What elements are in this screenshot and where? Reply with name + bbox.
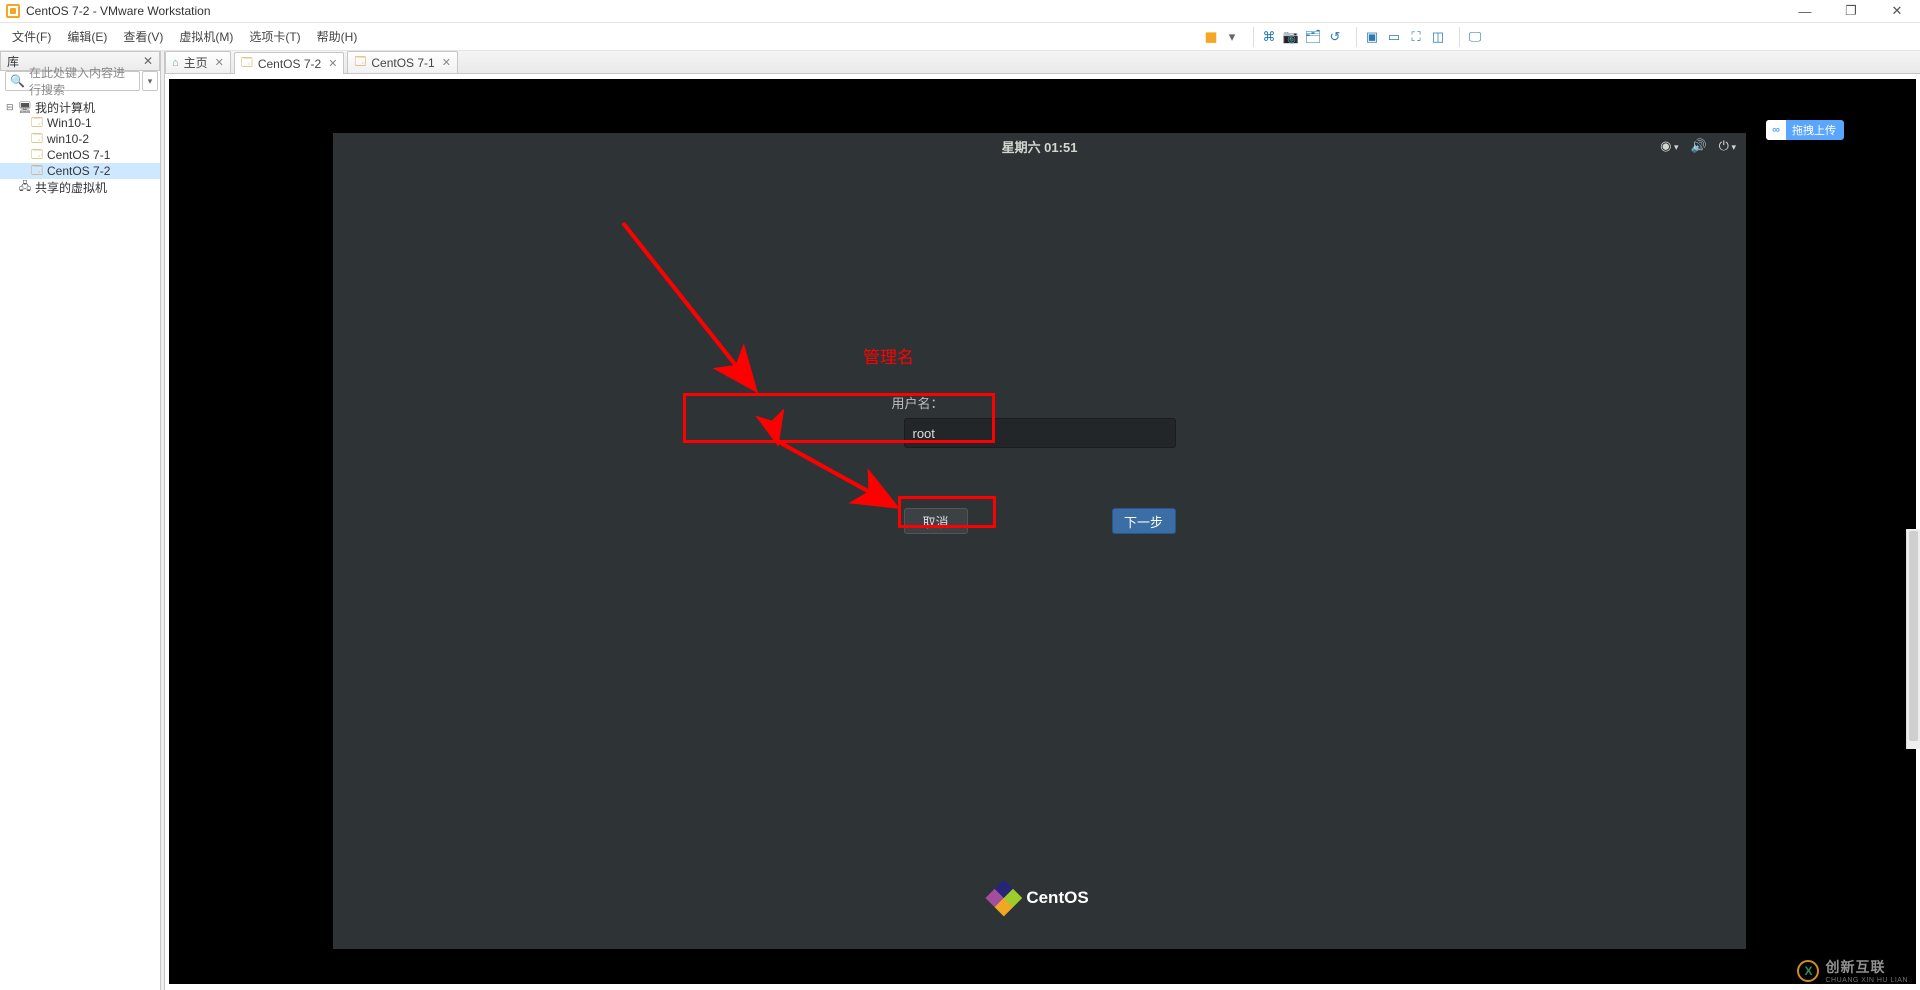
snapshot-button[interactable]: 📷 — [1282, 28, 1300, 46]
username-label: 用户名： — [880, 393, 1200, 412]
send-ctrl-alt-del-button[interactable]: ⌘ — [1260, 28, 1278, 46]
tree-label: 共享的虚拟机 — [35, 179, 107, 196]
tree-label: CentOS 7-1 — [47, 148, 110, 162]
vm-icon: 🗔 — [241, 54, 253, 73]
watermark-text: 创新互联 — [1825, 957, 1908, 977]
annotation-arrows — [333, 133, 1746, 949]
cancel-button[interactable]: 取消 — [904, 508, 968, 534]
library-title: 库 — [7, 53, 19, 70]
login-form: 用户名： 取消 下一步 — [880, 393, 1200, 534]
tab-close-icon[interactable]: ✕ — [328, 57, 337, 70]
menu-tabs[interactable]: 选项卡(T) — [241, 28, 308, 45]
windows-titlebar: CentOS 7-2 - VMware Workstation — ❐ ✕ — [0, 0, 1920, 23]
menu-view[interactable]: 查看(V) — [115, 28, 171, 45]
fullscreen-button[interactable]: ▣ — [1363, 28, 1381, 46]
search-placeholder: 在此处键入内容进行搜索 — [29, 64, 135, 98]
pause-button[interactable]: ▮▮ — [1201, 28, 1219, 46]
vm-icon: 🗔 — [30, 165, 44, 177]
tab-close-icon[interactable]: ✕ — [215, 56, 224, 69]
search-dropdown[interactable]: ▾ — [142, 71, 158, 91]
tree-label: Win10-1 — [47, 116, 92, 130]
username-field-wrap — [904, 418, 1176, 448]
tree-node-shared[interactable]: 🖧 共享的虚拟机 — [0, 179, 160, 195]
tab-label: CentOS 7-1 — [371, 56, 434, 70]
tree-label: win10-2 — [47, 132, 89, 146]
minimize-button[interactable]: — — [1782, 0, 1828, 22]
annotation-overlay: 管理名 — [333, 133, 1746, 949]
tree-node-vm[interactable]: 🗔 Win10-1 — [0, 115, 160, 131]
console-view-button[interactable]: 🖵 — [1466, 28, 1484, 46]
vm-view: 星期六 01:51 ◉ 🔊 ⏻ 用户名： 取消 下一步 C — [165, 74, 1920, 990]
vmware-logo-icon — [6, 4, 20, 18]
search-icon: 🔍 — [10, 74, 25, 88]
tabbar: ⌂ 主页 ✕ 🗔 CentOS 7-2 ✕ 🗔 CentOS 7-1 ✕ — [165, 51, 1920, 74]
vm-icon: 🗔 — [30, 133, 44, 145]
vm-black-frame: 星期六 01:51 ◉ 🔊 ⏻ 用户名： 取消 下一步 C — [169, 79, 1916, 984]
unity-button[interactable]: ▭ — [1385, 28, 1403, 46]
username-input[interactable] — [913, 426, 1167, 441]
computer-icon: 🖥 — [18, 101, 32, 113]
snapshot-manager-button[interactable]: 🗂 — [1304, 28, 1322, 46]
menu-help[interactable]: 帮助(H) — [309, 28, 366, 45]
tree-label: CentOS 7-2 — [47, 164, 110, 178]
home-icon: ⌂ — [172, 57, 179, 69]
scrollbar-thumb[interactable] — [1909, 531, 1918, 741]
tab-centos-7-2[interactable]: 🗔 CentOS 7-2 ✕ — [234, 52, 345, 74]
library-search[interactable]: 🔍 在此处键入内容进行搜索 — [5, 71, 140, 91]
tab-label: CentOS 7-2 — [258, 57, 321, 71]
centos-brand: CentOS — [990, 885, 1088, 911]
tab-home[interactable]: ⌂ 主页 ✕ — [165, 51, 231, 73]
library-tree: ⊟ 🖥 我的计算机 🗔 Win10-1 🗔 win10-2 🗔 CentOS 7… — [0, 95, 160, 199]
clock[interactable]: 星期六 01:51 — [1002, 137, 1078, 156]
centos-brand-text: CentOS — [1026, 888, 1088, 908]
tab-close-icon[interactable]: ✕ — [442, 56, 451, 69]
shared-icon: 🖧 — [18, 181, 32, 193]
login-button-row: 取消 下一步 — [904, 508, 1176, 534]
menu-file[interactable]: 文件(F) — [4, 28, 59, 45]
fit-guest-button[interactable]: ⛶ — [1407, 28, 1425, 46]
window-title: CentOS 7-2 - VMware Workstation — [26, 4, 1782, 18]
drag-upload-text: 拖拽上传 — [1792, 122, 1844, 138]
system-tray: ◉ 🔊 ⏻ — [1660, 138, 1736, 154]
vm-icon: 🗔 — [30, 117, 44, 129]
watermark-subtext: CHUANG XIN HU LIAN — [1825, 977, 1908, 984]
gnome-top-bar: 星期六 01:51 ◉ 🔊 ⏻ — [333, 133, 1746, 159]
maximize-button[interactable]: ❐ — [1828, 0, 1874, 22]
next-button[interactable]: 下一步 — [1112, 508, 1176, 534]
menu-vm[interactable]: 虚拟机(M) — [171, 28, 241, 45]
scrollbar[interactable] — [1906, 529, 1920, 749]
vm-icon: 🗔 — [354, 53, 366, 72]
stretch-button[interactable]: ◫ — [1429, 28, 1447, 46]
vm-icon: 🗔 — [30, 149, 44, 161]
window-controls: — ❐ ✕ — [1782, 0, 1920, 22]
drag-upload-badge[interactable]: ∞ 拖拽上传 — [1766, 120, 1844, 140]
menu-edit[interactable]: 编辑(E) — [59, 28, 115, 45]
watermark-logo-icon — [1797, 960, 1819, 982]
revert-button[interactable]: ↺ — [1326, 28, 1344, 46]
cloud-icon: ∞ — [1766, 120, 1786, 140]
tree-node-my-computer[interactable]: ⊟ 🖥 我的计算机 — [0, 99, 160, 115]
toolbar-dropdown-icon[interactable]: ▾ — [1223, 28, 1241, 46]
expand-icon[interactable]: ⊟ — [6, 102, 15, 113]
toolbar: ▮▮ ▾ ⌘ 📷 🗂 ↺ ▣ ▭ ⛶ ◫ 🖵 — [1195, 23, 1490, 51]
library-close-button[interactable]: ✕ — [143, 54, 153, 68]
tree-node-vm[interactable]: 🗔 win10-2 — [0, 131, 160, 147]
menubar: 文件(F) 编辑(E) 查看(V) 虚拟机(M) 选项卡(T) 帮助(H) — [0, 23, 1920, 51]
accessibility-icon[interactable]: ◉ — [1660, 138, 1678, 154]
volume-icon[interactable]: 🔊 — [1690, 138, 1706, 154]
tab-label: 主页 — [184, 54, 208, 71]
tab-centos-7-1[interactable]: 🗔 CentOS 7-1 ✕ — [347, 51, 458, 73]
close-button[interactable]: ✕ — [1874, 0, 1920, 22]
centos-desktop[interactable]: 星期六 01:51 ◉ 🔊 ⏻ 用户名： 取消 下一步 C — [333, 133, 1746, 949]
centos-logo-icon — [985, 880, 1022, 917]
tree-node-vm[interactable]: 🗔 CentOS 7-1 — [0, 147, 160, 163]
tree-label: 我的计算机 — [35, 99, 95, 116]
watermark: 创新互联 CHUANG XIN HU LIAN — [1797, 957, 1908, 984]
power-icon[interactable]: ⏻ — [1719, 138, 1736, 154]
annotation-label: 管理名 — [863, 343, 914, 368]
